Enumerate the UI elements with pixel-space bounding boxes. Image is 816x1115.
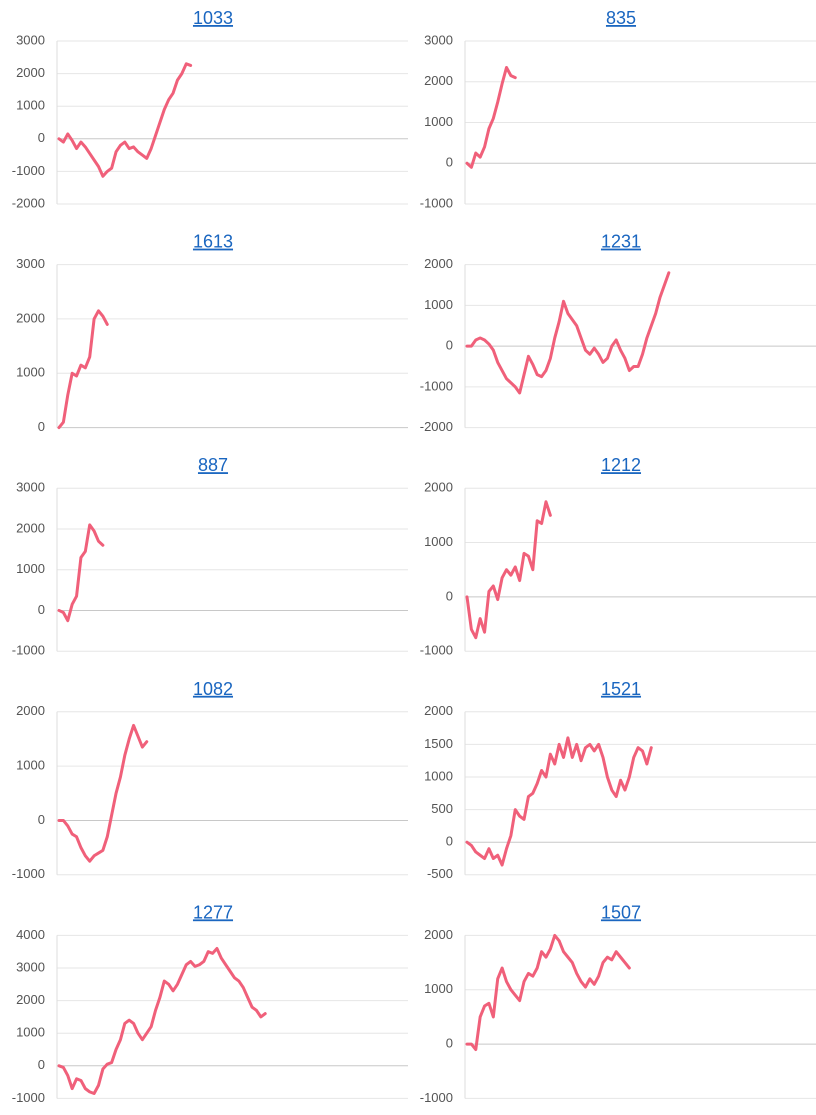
y-tick-label: 1000 bbox=[16, 758, 45, 773]
y-tick-label: -1000 bbox=[420, 378, 453, 393]
y-tick-label: 0 bbox=[38, 602, 45, 617]
y-tick-label: 2000 bbox=[424, 703, 453, 718]
chart-title[interactable]: 1231 bbox=[601, 232, 641, 252]
y-tick-label: 0 bbox=[38, 130, 45, 145]
y-tick-label: -1000 bbox=[420, 643, 453, 658]
y-tick-label: 0 bbox=[38, 1057, 45, 1072]
y-tick-label: 0 bbox=[446, 588, 453, 603]
y-tick-label: 0 bbox=[446, 834, 453, 849]
y-tick-label: -1000 bbox=[12, 163, 45, 178]
y-tick-label: 0 bbox=[38, 812, 45, 827]
y-tick-label: 1500 bbox=[424, 736, 453, 751]
y-tick-label: 2000 bbox=[16, 703, 45, 718]
y-tick-label: 4000 bbox=[16, 927, 45, 942]
y-tick-label: 1000 bbox=[16, 561, 45, 576]
y-tick-label: 500 bbox=[431, 801, 453, 816]
y-tick-label: 2000 bbox=[16, 992, 45, 1007]
line-series bbox=[465, 736, 653, 867]
y-tick-label: 0 bbox=[446, 1036, 453, 1051]
y-tick-label: -2000 bbox=[12, 195, 45, 210]
y-tick-label: 2000 bbox=[424, 73, 453, 88]
line-series bbox=[465, 65, 517, 169]
y-tick-label: 1000 bbox=[16, 365, 45, 380]
y-tick-label: 3000 bbox=[16, 256, 45, 271]
line-series bbox=[57, 723, 149, 863]
y-tick-label: -1000 bbox=[420, 195, 453, 210]
chart-title[interactable]: 1277 bbox=[193, 902, 233, 922]
line-series bbox=[57, 523, 105, 623]
chart-title[interactable]: 887 bbox=[198, 455, 228, 475]
chart-title[interactable]: 1521 bbox=[601, 679, 641, 699]
y-tick-label: 0 bbox=[38, 419, 45, 434]
line-series bbox=[465, 500, 552, 640]
y-tick-label: -1000 bbox=[12, 1090, 45, 1105]
y-tick-label: 1000 bbox=[424, 768, 453, 783]
y-tick-label: 1000 bbox=[424, 114, 453, 129]
line-series bbox=[57, 946, 267, 1096]
chart-title[interactable]: 1613 bbox=[193, 232, 233, 252]
chart-title[interactable]: 835 bbox=[606, 8, 636, 28]
y-tick-label: 1000 bbox=[424, 534, 453, 549]
chart-title[interactable]: 1082 bbox=[193, 679, 233, 699]
line-series bbox=[465, 271, 671, 395]
y-tick-label: -500 bbox=[427, 866, 453, 881]
y-tick-label: 2000 bbox=[16, 520, 45, 535]
y-tick-label: 2000 bbox=[16, 65, 45, 80]
line-series bbox=[465, 933, 631, 1051]
y-tick-label: 3000 bbox=[424, 32, 453, 47]
line-series bbox=[57, 309, 109, 430]
y-tick-label: 1000 bbox=[16, 1025, 45, 1040]
y-tick-label: 2000 bbox=[424, 927, 453, 942]
y-tick-label: 1000 bbox=[424, 981, 453, 996]
chart-title[interactable]: 1033 bbox=[193, 8, 233, 28]
line-series bbox=[57, 62, 193, 178]
y-tick-label: 0 bbox=[446, 155, 453, 170]
y-tick-label: 3000 bbox=[16, 480, 45, 495]
y-tick-label: 2000 bbox=[424, 480, 453, 495]
y-tick-label: -1000 bbox=[12, 866, 45, 881]
y-tick-label: 2000 bbox=[16, 310, 45, 325]
y-tick-label: -2000 bbox=[420, 419, 453, 434]
y-tick-label: 1000 bbox=[424, 297, 453, 312]
y-tick-label: 0 bbox=[446, 338, 453, 353]
y-tick-label: 3000 bbox=[16, 959, 45, 974]
y-tick-label: -1000 bbox=[420, 1090, 453, 1105]
y-tick-label: 2000 bbox=[424, 256, 453, 271]
y-tick-label: -1000 bbox=[12, 643, 45, 658]
chart-title[interactable]: 1507 bbox=[601, 902, 641, 922]
chart-title[interactable]: 1212 bbox=[601, 455, 641, 475]
y-tick-label: 3000 bbox=[16, 32, 45, 47]
y-tick-label: 1000 bbox=[16, 98, 45, 113]
